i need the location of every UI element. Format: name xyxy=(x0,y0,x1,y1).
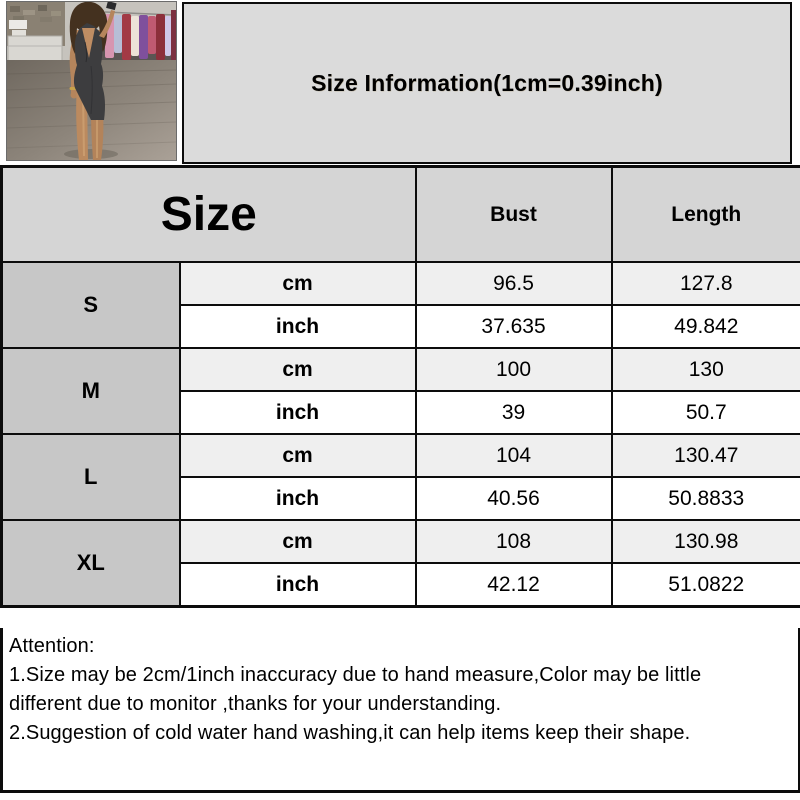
bust-inch-value: 39 xyxy=(414,390,613,435)
table-row-xl-cm: XL cm 108 130.98 xyxy=(0,519,800,608)
table-header-row: Size Bust Length xyxy=(0,165,800,263)
attention-line-2: 2.Suggestion of cold water hand washing,… xyxy=(9,722,691,744)
length-inch-value: 49.842 xyxy=(610,304,800,349)
size-label-s: S xyxy=(0,261,181,349)
table-row-s-cm: S cm 96.5 127.8 xyxy=(0,261,800,349)
table-row-l-cm: L cm 104 130.47 xyxy=(0,433,800,521)
attention-note: Attention: 1.Size may be 2cm/1inch inacc… xyxy=(0,628,800,793)
bust-inch-value: 37.635 xyxy=(414,304,613,349)
unit-label: inch xyxy=(178,562,417,608)
unit-label: inch xyxy=(178,304,417,349)
bust-cm-value: 104 xyxy=(414,433,613,478)
bust-cm-value: 108 xyxy=(414,519,613,564)
length-inch-value: 51.0822 xyxy=(610,562,800,608)
size-label-xl: XL xyxy=(0,519,181,608)
unit-label: cm xyxy=(178,433,417,478)
bust-cm-value: 100 xyxy=(414,347,613,392)
table-row-l-inch: inch 40.56 50.8833 xyxy=(2,476,800,521)
length-inch-value: 50.8833 xyxy=(610,476,800,521)
page-title: Size Information(1cm=0.39inch) xyxy=(311,69,663,96)
unit-label: inch xyxy=(178,390,417,435)
size-label-l: L xyxy=(0,433,181,521)
length-cm-value: 130 xyxy=(610,347,800,392)
title-banner: Size Information(1cm=0.39inch) xyxy=(182,2,792,164)
product-photo xyxy=(6,1,177,161)
attention-line-1-cont: different due to monitor ,thanks for you… xyxy=(9,693,502,715)
unit-label: cm xyxy=(178,519,417,564)
size-column-header: Size xyxy=(0,165,417,263)
size-label-m: M xyxy=(0,347,181,435)
table-row-m-cm: M cm 100 130 xyxy=(0,347,800,435)
unit-label: inch xyxy=(178,476,417,521)
length-inch-value: 50.7 xyxy=(610,390,800,435)
table-row-xl-inch: inch 42.12 51.0822 xyxy=(2,562,800,608)
unit-label: cm xyxy=(178,347,417,392)
bust-inch-value: 40.56 xyxy=(414,476,613,521)
length-cm-value: 127.8 xyxy=(610,261,800,306)
attention-heading: Attention: xyxy=(9,635,95,657)
table-row-s-inch: inch 37.635 49.842 xyxy=(2,304,800,349)
bust-column-header: Bust xyxy=(414,165,613,263)
bust-cm-value: 96.5 xyxy=(414,261,613,306)
attention-line-1: 1.Size may be 2cm/1inch inaccuracy due t… xyxy=(9,664,702,686)
product-photo-illustration xyxy=(7,2,176,160)
length-cm-value: 130.98 xyxy=(610,519,800,564)
size-table: Size Bust Length S cm 96.5 127.8 inch 37… xyxy=(0,165,800,608)
unit-label: cm xyxy=(178,261,417,306)
bust-inch-value: 42.12 xyxy=(414,562,613,608)
table-row-m-inch: inch 39 50.7 xyxy=(2,390,800,435)
length-cm-value: 130.47 xyxy=(610,433,800,478)
length-column-header: Length xyxy=(610,165,800,263)
